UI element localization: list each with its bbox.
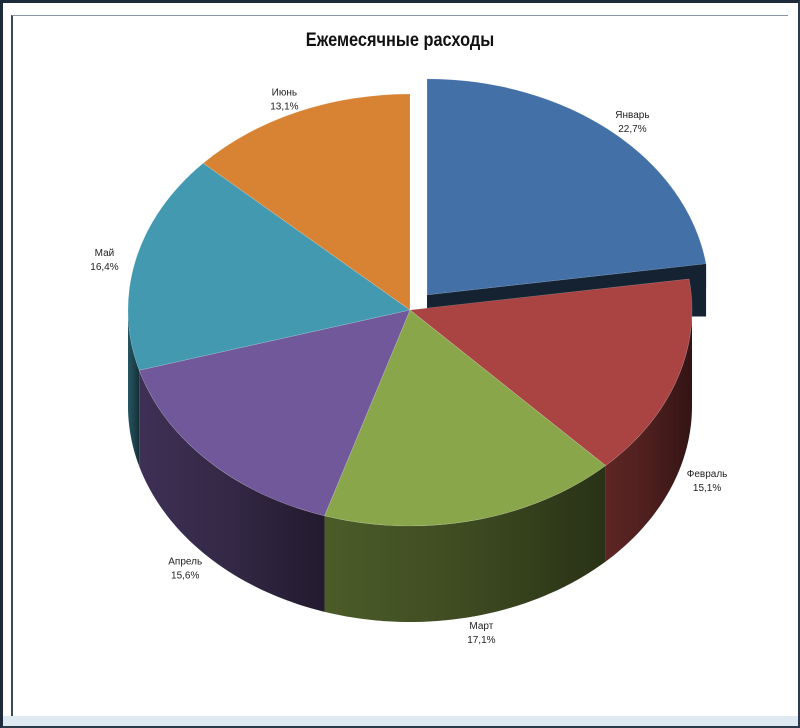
label-value-3: 15,6% bbox=[171, 571, 199, 582]
label-category-2: Март bbox=[469, 621, 493, 632]
pie-labels: Январь 22,7% Февраль 15,1% Март 17,1% Апрель 15… bbox=[90, 88, 727, 647]
slice-wall-3 bbox=[139, 370, 325, 612]
label-category-4: Май bbox=[95, 248, 115, 259]
slice-Февраль bbox=[409, 278, 693, 466]
slice-wall-2 bbox=[324, 465, 606, 622]
slice-Январь bbox=[426, 78, 707, 296]
label-value-0: 22,7% bbox=[618, 124, 646, 135]
chart-area-border bbox=[11, 15, 788, 726]
label-category-3: Апрель bbox=[168, 557, 202, 568]
label-value-4: 16,4% bbox=[90, 262, 118, 273]
label-category-0: Январь bbox=[615, 110, 649, 121]
label-category-5: Июнь bbox=[272, 88, 297, 99]
slice-wall-1 bbox=[605, 310, 692, 562]
bottom-strip bbox=[3, 716, 798, 726]
pie-tops bbox=[127, 78, 707, 527]
slice-Май bbox=[127, 162, 411, 371]
slice-Март bbox=[324, 309, 607, 527]
slice-wall-4 bbox=[128, 310, 140, 467]
label-value-5: 13,1% bbox=[270, 102, 298, 113]
label-value-2: 17,1% bbox=[467, 635, 495, 646]
slice-Апрель bbox=[138, 309, 411, 517]
chart-title: Ежемесячные расходы bbox=[305, 30, 495, 51]
label-value-1: 15,1% bbox=[693, 483, 721, 494]
label-category-1: Февраль bbox=[687, 469, 728, 480]
slice-Июнь bbox=[202, 93, 411, 311]
